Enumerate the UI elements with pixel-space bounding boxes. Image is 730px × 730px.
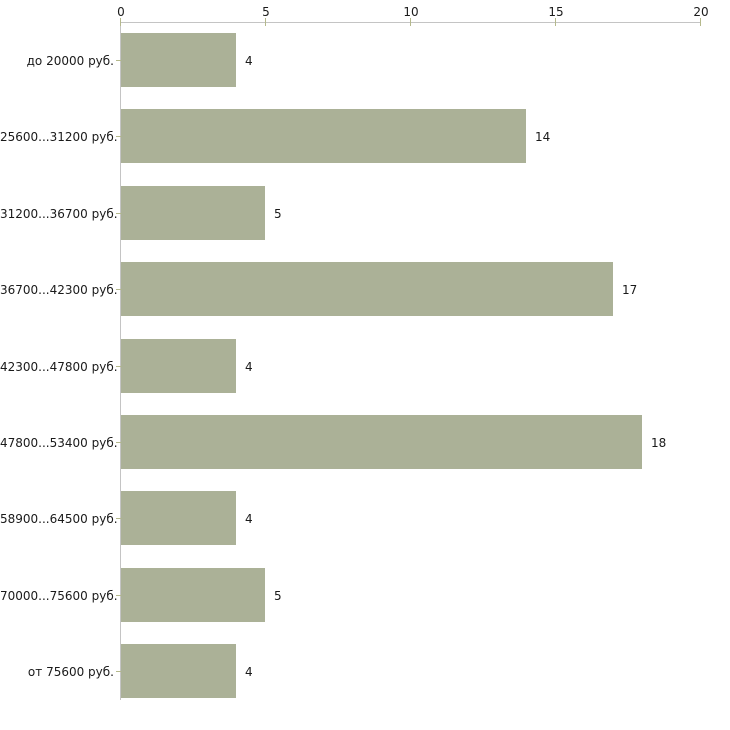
y-axis-tick [116,289,121,290]
value-label: 17 [622,283,638,297]
value-label: 4 [245,512,253,526]
category-label: 47800...53400 руб. [0,436,118,450]
x-tick-label: 0 [117,5,125,19]
y-axis-tick [116,442,121,443]
y-axis-tick [116,518,121,519]
value-label: 4 [245,665,253,679]
bar [121,262,613,316]
y-axis-tick [116,595,121,596]
bar [121,568,265,622]
category-label: от 75600 руб. [27,665,114,679]
x-axis-tick [410,18,411,26]
value-label: 4 [245,360,253,374]
bar [121,186,265,240]
category-label: 70000...75600 руб. [0,589,118,603]
x-axis-tick [120,18,121,26]
value-label: 4 [245,54,253,68]
value-label: 5 [274,589,282,603]
x-tick-label: 5 [262,5,270,19]
category-label: 25600...31200 руб. [0,130,118,144]
y-axis-tick [116,366,121,367]
bar [121,109,526,163]
y-axis-tick [116,136,121,137]
bar [121,339,236,393]
category-label: до 20000 руб. [26,54,114,68]
bar [121,33,236,87]
x-axis-tick [555,18,556,26]
x-axis-tick [265,18,266,26]
x-axis-tick [700,18,701,26]
x-tick-label: 15 [548,5,564,19]
category-label: 42300...47800 руб. [0,360,118,374]
x-tick-label: 20 [693,5,709,19]
bar [121,644,236,698]
y-axis-tick [116,671,121,672]
value-label: 5 [274,207,282,221]
y-axis-line [120,22,121,700]
value-label: 18 [651,436,667,450]
x-tick-label: 10 [403,5,419,19]
category-label: 31200...36700 руб. [0,207,118,221]
bar [121,491,236,545]
category-label: 58900...64500 руб. [0,512,118,526]
y-axis-tick [116,213,121,214]
y-axis-tick [116,60,121,61]
category-label: 36700...42300 руб. [0,283,118,297]
value-label: 14 [535,130,551,144]
bar [121,415,642,469]
